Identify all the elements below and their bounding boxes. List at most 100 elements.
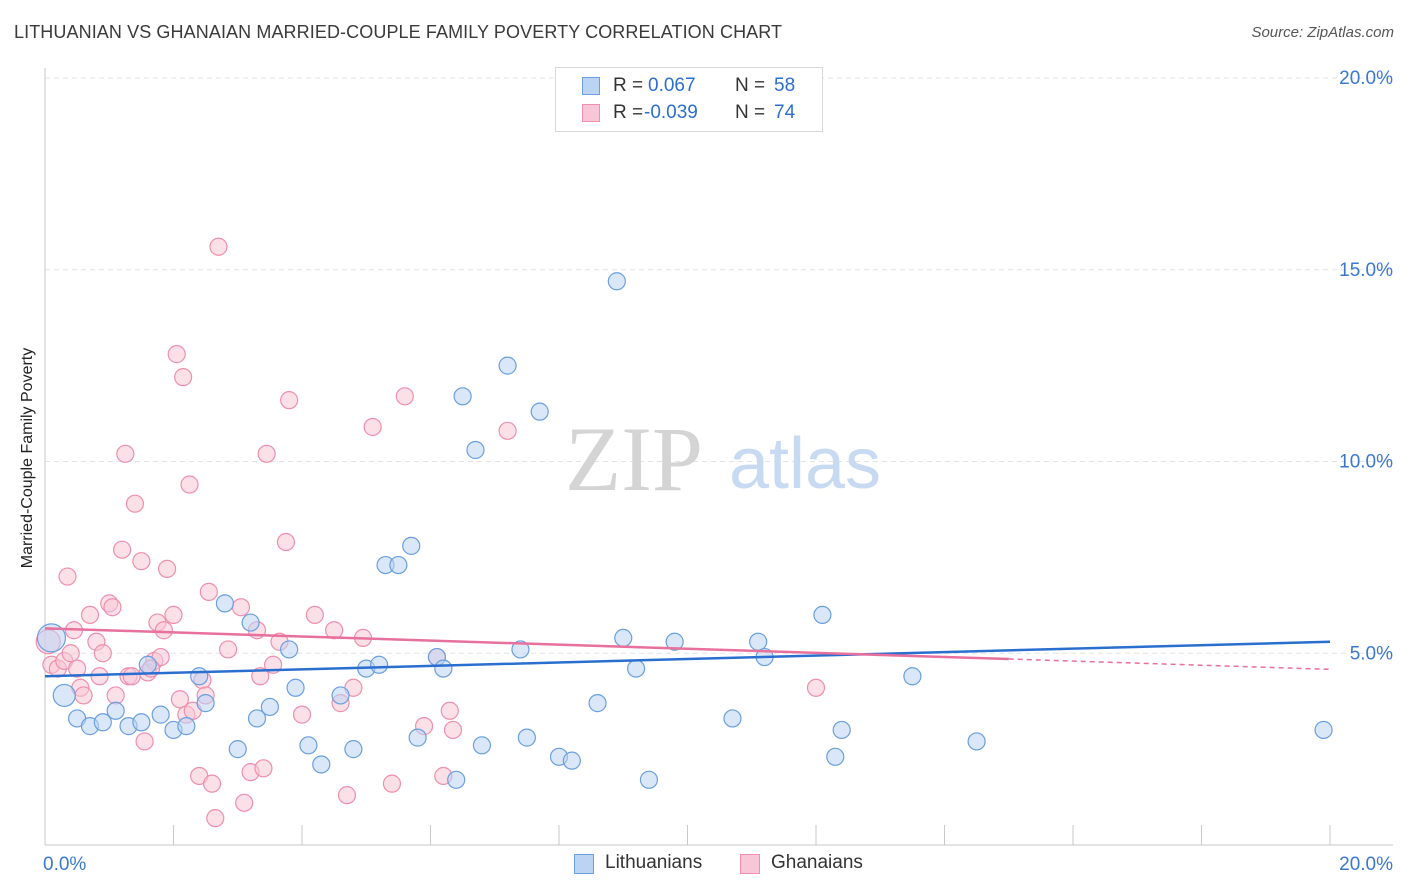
lithuanians-point [466, 440, 485, 460]
lithuanians-point [967, 732, 986, 751]
bottom-legend-label: Lithuanians [605, 852, 703, 873]
legend-n-value: 58 [774, 75, 796, 96]
ghanaians-point [135, 732, 154, 751]
lithuanians-point [106, 701, 125, 720]
lithuanians-point [903, 667, 922, 686]
lithuanians-point [344, 740, 363, 759]
gridlines [45, 77, 1393, 654]
lithuanians-point [511, 640, 530, 659]
ghanaians-point [164, 605, 183, 625]
lithuanians-point [260, 697, 279, 717]
lithuanians-point [93, 713, 112, 732]
lithuanians-point [517, 728, 536, 747]
ghanaians-point [180, 475, 199, 494]
lithuanians-point [832, 720, 851, 740]
tick-labels: 5.0% 10.0% 15.0% 20.0% 0.0% 20.0% [43, 68, 1393, 875]
ghanaians-point [74, 686, 93, 705]
lithuanians-point [196, 694, 215, 713]
lithuanians-point [453, 387, 472, 406]
lithuanians-point [190, 667, 209, 686]
ghanaians-point [106, 686, 125, 705]
watermark-zip: ZIP [565, 408, 703, 510]
lithuanians-points [36, 272, 1333, 789]
lithuanians-point [228, 740, 247, 759]
lithuanians-point [36, 623, 67, 653]
lithuanians-point [723, 709, 742, 728]
ghanaians-points [35, 237, 826, 828]
lithuanians-point [286, 678, 305, 697]
ghanaians-point [382, 774, 402, 793]
lithuanians-point [52, 683, 76, 708]
lithuanians-point [614, 628, 633, 648]
lithuanians-point [639, 770, 659, 789]
ghanaians-point [395, 387, 414, 406]
lithuanians-point [299, 736, 318, 755]
lithuanians-point [247, 709, 267, 728]
watermark-atlas: atlas [729, 424, 881, 504]
legend-n-label: N = [735, 75, 766, 96]
lithuanians-point [241, 613, 260, 632]
lithuanians-point [434, 659, 453, 678]
ghanaians-point [209, 237, 228, 256]
ghanaians-point [202, 774, 222, 793]
legend-n-value: 74 [774, 102, 796, 123]
ghanaians-point [292, 705, 312, 724]
y-tick-label: 20.0% [1339, 68, 1393, 89]
lithuanians-point [138, 655, 157, 674]
lithuanians-point [749, 632, 768, 651]
ghanaians-point [103, 598, 122, 617]
legend-r-value: -0.039 [644, 102, 698, 123]
ghanaians-point [125, 494, 145, 513]
y-tick-label: 10.0% [1339, 452, 1393, 473]
lithuanians-trend-line [44, 640, 1331, 678]
lithuanians-point [626, 659, 646, 678]
ghanaians-trend-line [44, 627, 1009, 661]
ghanaians-point [276, 532, 296, 552]
ghanaians-point [231, 598, 251, 617]
lithuanians-point [215, 594, 234, 613]
lithuanians-point [151, 705, 170, 724]
ghanaians-point [61, 644, 80, 663]
ghanaians-point [199, 582, 218, 601]
lithuanians-point [472, 736, 491, 755]
y-axis-label: Married-Couple Family Poverty [19, 347, 36, 569]
ghanaians-point [206, 809, 225, 828]
ghanaians-point [257, 444, 276, 463]
x-tick-label: 0.0% [43, 854, 86, 875]
trend-lines [44, 627, 1331, 678]
ghanaians-point [154, 621, 173, 640]
lithuanians-point [813, 605, 832, 625]
lithuanians-point [447, 770, 466, 789]
ghanaians-point [305, 605, 324, 625]
ghanaians-point [235, 793, 254, 812]
ghanaians-point [58, 567, 77, 586]
lithuanians-point [370, 655, 389, 674]
ghanaians-point [80, 605, 100, 625]
ghanaians-point [174, 368, 193, 387]
ghanaians-point [443, 720, 463, 740]
ghanaians-point [132, 552, 151, 571]
ghanaians-point [93, 644, 112, 663]
lithuanians-point [826, 747, 845, 766]
ghanaians-trend-extension [1008, 658, 1331, 671]
ghanaians-point [498, 421, 517, 440]
bottom-legend-label: Ghanaians [771, 852, 863, 873]
lithuanians-point [389, 555, 408, 575]
legend-swatch-pink [582, 104, 600, 122]
x-tick-label: 20.0% [1339, 854, 1393, 875]
bottom-legend-swatch-blue [574, 854, 594, 874]
ghanaians-point [251, 667, 270, 686]
ghanaians-point [219, 640, 238, 659]
source-credit: Source: ZipAtlas.com [1251, 24, 1394, 41]
lithuanians-point [1314, 720, 1333, 740]
lithuanians-point [331, 686, 350, 705]
lithuanians-point [665, 632, 684, 651]
legend-r-label: R = [613, 102, 644, 123]
correlation-legend: R = 0.067 N = 58 R = -0.039 N = 74 [555, 67, 823, 132]
ghanaians-point [116, 444, 135, 463]
legend-r-label: R = [613, 75, 644, 96]
axes [44, 68, 1393, 846]
lithuanians-point [402, 536, 421, 555]
ghanaians-point [440, 701, 459, 720]
